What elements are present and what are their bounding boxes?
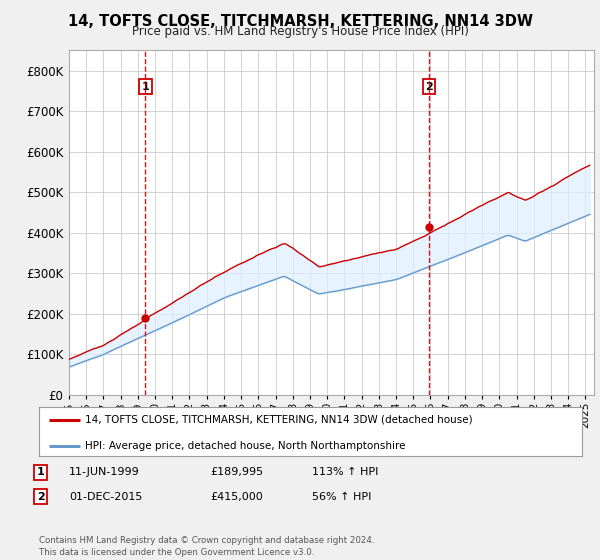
Text: HPI: Average price, detached house, North Northamptonshire: HPI: Average price, detached house, Nort… (85, 441, 406, 451)
Text: 113% ↑ HPI: 113% ↑ HPI (312, 467, 379, 477)
Text: 14, TOFTS CLOSE, TITCHMARSH, KETTERING, NN14 3DW (detached house): 14, TOFTS CLOSE, TITCHMARSH, KETTERING, … (85, 415, 473, 425)
Text: 56% ↑ HPI: 56% ↑ HPI (312, 492, 371, 502)
Text: 1: 1 (37, 467, 44, 477)
Text: £189,995: £189,995 (210, 467, 263, 477)
Text: 11-JUN-1999: 11-JUN-1999 (69, 467, 140, 477)
Text: 1: 1 (142, 82, 149, 92)
Text: Contains HM Land Registry data © Crown copyright and database right 2024.
This d: Contains HM Land Registry data © Crown c… (39, 536, 374, 557)
Text: 01-DEC-2015: 01-DEC-2015 (69, 492, 142, 502)
Text: 14, TOFTS CLOSE, TITCHMARSH, KETTERING, NN14 3DW: 14, TOFTS CLOSE, TITCHMARSH, KETTERING, … (67, 14, 533, 29)
Text: 2: 2 (37, 492, 44, 502)
Text: Price paid vs. HM Land Registry's House Price Index (HPI): Price paid vs. HM Land Registry's House … (131, 25, 469, 38)
Text: 2: 2 (425, 82, 433, 92)
Text: £415,000: £415,000 (210, 492, 263, 502)
